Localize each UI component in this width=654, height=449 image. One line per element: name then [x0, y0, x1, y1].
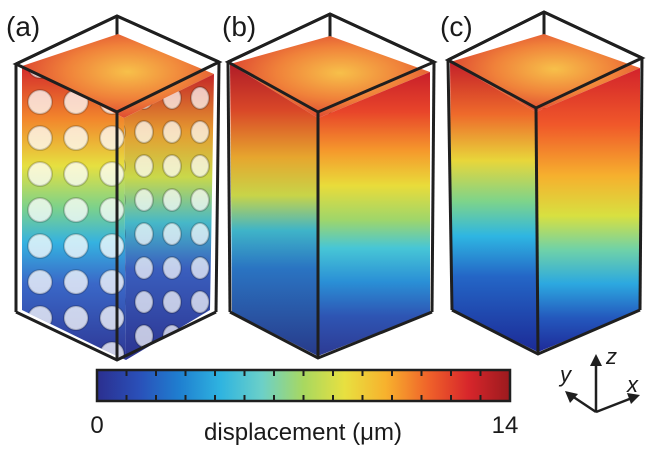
block-b-top-face [230, 36, 430, 118]
axis-label-y: y [558, 362, 573, 387]
colorbar: 0 displacement (μm) 14 [90, 368, 519, 446]
axis-label-x: x [626, 372, 639, 397]
panel-label-c: (c) [440, 11, 473, 42]
block-c-left-face [450, 62, 538, 352]
axes-triad [565, 354, 640, 414]
lattice-side-holes [124, 74, 214, 360]
panel-c: (c) [440, 10, 646, 356]
frame-c-front [444, 10, 646, 356]
lattice-top-face [22, 34, 214, 118]
panel-label-a: (a) [6, 11, 40, 42]
colorbar-min-label: 0 [90, 412, 103, 439]
block-b-front-face [318, 72, 430, 356]
frame-b-front [224, 12, 438, 360]
colorbar-ticks [125, 370, 482, 401]
panel-b: (b) [222, 11, 438, 360]
block-b-left-face [230, 64, 318, 356]
panel-label-b: (b) [222, 11, 256, 42]
frame-a-front [12, 14, 223, 362]
lattice-front-holes [22, 66, 126, 360]
axis-label-z: z [605, 344, 617, 369]
colorbar-max-label: 14 [492, 412, 519, 439]
panel-a: (a) [6, 11, 223, 362]
block-c-top-face [450, 34, 640, 112]
block-c-front-face [536, 68, 640, 352]
colorbar-title: displacement (μm) [204, 419, 402, 446]
